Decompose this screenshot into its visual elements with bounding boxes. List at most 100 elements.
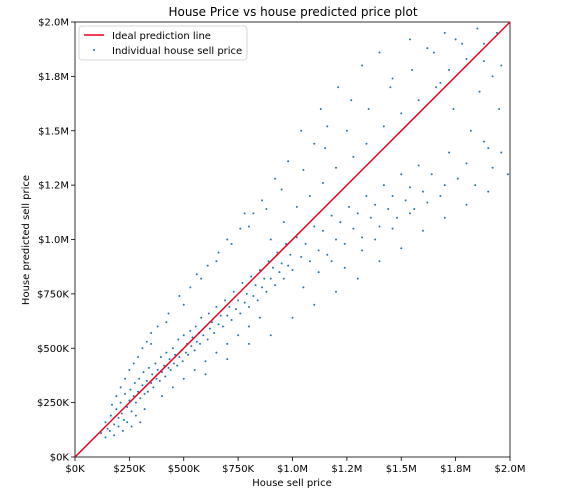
scatter-point (348, 205, 351, 208)
scatter-point (313, 303, 316, 306)
scatter-point (172, 362, 175, 365)
scatter-point (382, 125, 385, 128)
scatter-point (350, 99, 353, 102)
scatter-point (443, 31, 446, 34)
y-tick-label: $1.0M (38, 235, 69, 246)
scatter-point (215, 260, 218, 263)
scatter-point (254, 284, 257, 287)
scatter-point (248, 325, 250, 328)
scatter-point (177, 338, 180, 341)
scatter-point (417, 164, 420, 167)
scatter-point (478, 90, 481, 93)
scatter-point (495, 31, 498, 34)
scatter-point (248, 305, 250, 308)
y-tick-label: $500K (37, 344, 69, 355)
scatter-point (400, 173, 403, 176)
scatter-point (230, 318, 233, 321)
scatter-point (134, 401, 137, 404)
scatter-point (491, 75, 494, 78)
x-tick-label: $750K (222, 464, 254, 475)
scatter-point (182, 303, 185, 306)
scatter-point (491, 166, 494, 169)
scatter-point (191, 336, 194, 339)
scatter-point (200, 277, 203, 280)
scatter-point (187, 353, 190, 356)
y-tick-label: $750K (37, 289, 69, 300)
scatter-point (439, 81, 442, 84)
scatter-point (374, 203, 377, 206)
scatter-point (258, 268, 261, 271)
scatter-point (367, 108, 370, 110)
scatter-point (400, 112, 403, 115)
scatter-point (378, 225, 381, 228)
scatter-point (287, 264, 290, 267)
scatter-point (456, 177, 459, 180)
scatter-point (250, 275, 253, 278)
scatter-point (232, 290, 235, 293)
scatter-point (158, 379, 161, 382)
scatter-point (391, 77, 394, 80)
scatter-point (324, 147, 327, 150)
scatter-point (128, 369, 131, 371)
scatter-point (391, 195, 394, 197)
scatter-point (151, 373, 154, 376)
scatter-point (387, 208, 390, 211)
scatter-point (422, 190, 424, 193)
scatter-point (448, 151, 451, 154)
plot-area (74, 21, 511, 458)
scatter-point (500, 151, 503, 154)
scatter-point (248, 342, 250, 345)
scatter-point (193, 369, 196, 371)
scatter-point (226, 342, 229, 345)
scatter-point (269, 334, 272, 337)
scatter-point (126, 421, 129, 424)
scatter-point (133, 382, 136, 385)
scatter-point (408, 38, 411, 41)
scatter-point (119, 386, 122, 389)
scatter-point (417, 99, 420, 102)
scatter-point (313, 225, 316, 228)
scatter-point (280, 188, 283, 191)
scatter-point (174, 353, 177, 356)
scatter-point (413, 208, 416, 211)
scatter-point (498, 108, 501, 110)
scatter-point (276, 251, 279, 254)
scatter-point (252, 295, 255, 298)
scatter-point (163, 364, 166, 367)
legend-box (78, 25, 248, 61)
scatter-point (500, 64, 503, 67)
x-tick-label: $500K (168, 464, 200, 475)
scatter-point (243, 212, 246, 215)
scatter-point (404, 199, 407, 202)
scatter-point (261, 199, 264, 202)
scatter-point (221, 325, 224, 328)
scatter-point (137, 355, 140, 358)
scatter-point (211, 321, 214, 324)
scatter-point (289, 253, 292, 256)
scatter-point (263, 277, 266, 280)
scatter-point (482, 42, 485, 45)
scatter-point (213, 332, 216, 335)
scatter-point (352, 227, 355, 230)
scatter-point (150, 382, 153, 385)
x-tick-label: $2.0M (495, 464, 526, 475)
scatter-point (119, 401, 122, 404)
scatter-point (287, 160, 290, 163)
scatter-point (113, 423, 116, 426)
scatter-point (237, 299, 240, 302)
scatter-point (326, 253, 329, 256)
scatter-point (155, 377, 158, 380)
scatter-point (156, 369, 159, 371)
scatter-point (345, 129, 348, 132)
scatter-point (474, 184, 477, 187)
scatter-point (219, 314, 222, 317)
legend: Ideal prediction line Individual house s… (78, 25, 248, 61)
scatter-point (448, 68, 451, 71)
scatter-point (195, 273, 198, 276)
scatter-point (115, 395, 118, 398)
scatter-point (122, 419, 125, 422)
scatter-point (217, 323, 220, 326)
scatter-point (234, 308, 237, 311)
x-tick-label: $250K (113, 464, 145, 475)
